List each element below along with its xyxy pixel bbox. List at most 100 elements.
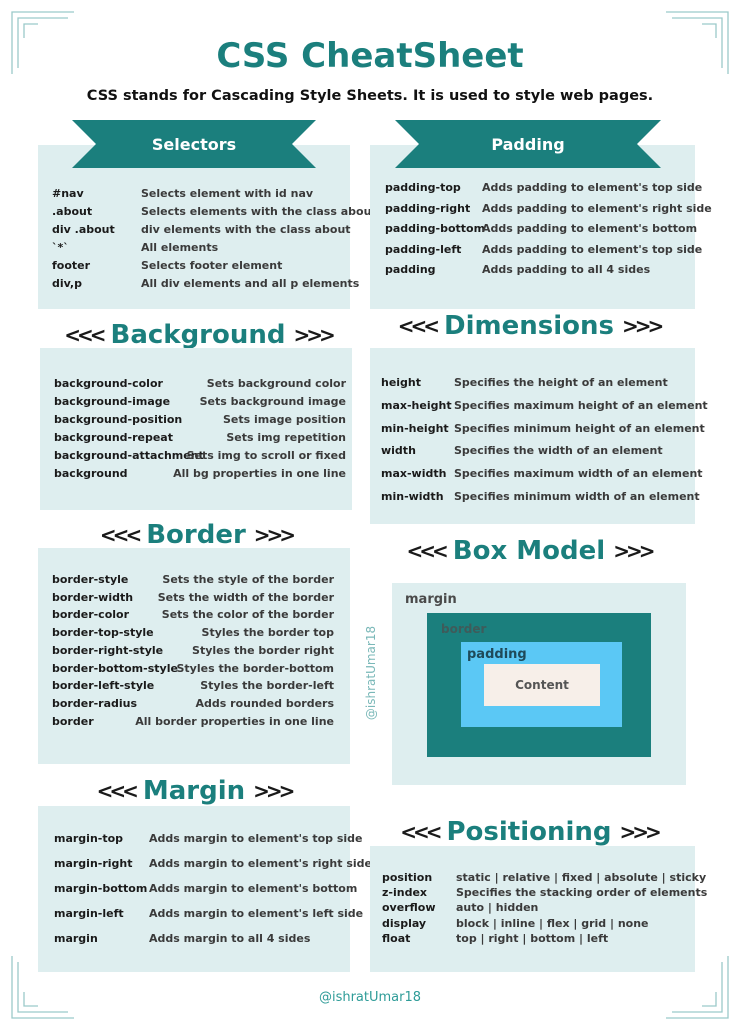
chevrons-left-icon: <<< <box>406 539 449 563</box>
background-description: Sets image position <box>222 413 346 426</box>
selectors-row: div,p All div elements and all p elements <box>52 277 359 291</box>
border-property: border-top-style <box>52 626 154 640</box>
background-description: Sets img repetition <box>226 431 346 444</box>
padding-description: Adds padding to element's top side <box>482 242 703 256</box>
positioning-row: display block | inline | flex | grid | no… <box>382 917 687 931</box>
selectors-property: div,p <box>52 277 82 290</box>
margin-row: margin Adds margin to all 4 sides <box>54 932 346 946</box>
dimensions-row: min-height Specifies minimum height of an… <box>381 421 705 436</box>
chevrons-right-icon: >>> <box>613 539 655 563</box>
page-subtitle: CSS stands for Cascading Style Sheets. I… <box>86 88 654 104</box>
selectors-row: footer Selects footer element <box>52 259 344 273</box>
background-panel <box>40 348 352 510</box>
chevrons-left-icon: <<< <box>99 523 142 547</box>
padding-description: Adds padding to element's right side <box>482 201 712 215</box>
padding-description: Adds padding to element's top side <box>482 181 703 194</box>
background-description: All bg properties in one line <box>173 467 346 480</box>
border-property: border-left-style <box>52 679 155 693</box>
margin-heading-row: <<< Margin >>> <box>38 772 350 810</box>
dimensions-description: Specifies the width of an element <box>454 444 663 458</box>
padding-row: padding-left Adds padding to element's to… <box>385 243 702 257</box>
dimensions-property: width <box>381 444 416 458</box>
margin-row: margin-left Adds margin to element's left… <box>54 907 363 921</box>
background-heading-row: <<< Background >>> <box>40 316 356 354</box>
margin-row: margin-bottom Adds margin to element's bo… <box>54 882 357 896</box>
dimensions-description: Specifies minimum height of an element <box>454 421 705 435</box>
selectors-row: .about Selects elements with the class ab… <box>52 205 377 219</box>
padding-row: padding-top Adds padding to element's top… <box>385 181 702 195</box>
dimensions-heading: Dimensions <box>444 311 614 341</box>
border-description: Styles the border right <box>192 643 334 657</box>
margin-description: Adds margin to all 4 sides <box>149 932 311 945</box>
chevrons-right-icon: >>> <box>621 314 664 338</box>
box-model-border-label: border <box>441 622 487 636</box>
selectors-row: `*` All elements <box>52 241 344 255</box>
positioning-description: static | relative | fixed | absolute | s… <box>456 871 707 884</box>
border-property: border-style <box>52 573 129 586</box>
padding-row: padding Adds padding to all 4 sides <box>385 263 690 277</box>
background-property: background-attachment <box>54 449 204 462</box>
chevrons-right-icon: >>> <box>293 323 336 347</box>
padding-ribbon: Padding <box>395 120 661 168</box>
margin-property: margin-right <box>54 857 133 870</box>
border-property: border-bottom-style <box>52 661 178 675</box>
padding-row: padding-right Adds padding to element's r… <box>385 202 712 216</box>
box-model-heading-row: <<< Box Model >>> <box>370 532 688 570</box>
selectors-property: #nav <box>52 187 84 200</box>
margin-description: Adds margin to element's bottom <box>149 882 358 895</box>
positioning-heading-row: <<< Positioning >>> <box>370 813 688 851</box>
dimensions-property: max-height <box>381 398 452 412</box>
padding-description: Adds padding to element's bottom <box>482 222 698 235</box>
border-row: border-right-style Styles the border righ… <box>52 644 334 658</box>
watermark-text: @ishratUmar18 <box>364 625 378 721</box>
dimensions-property: min-height <box>381 421 449 435</box>
dimensions-property: height <box>381 376 422 389</box>
chevrons-left-icon: <<< <box>64 323 106 347</box>
border-property: border <box>52 714 94 728</box>
chevrons-right-icon: >>> <box>619 820 662 844</box>
selectors-row: div .about div elements with the class ab… <box>52 223 351 237</box>
dimensions-description: Specifies the height of an element <box>454 376 668 389</box>
border-panel <box>38 548 350 764</box>
margin-description: Adds margin to element's top side <box>149 832 363 845</box>
dimensions-description: Specifies minimum width of an element <box>454 490 700 503</box>
margin-description: Adds margin to element's right side <box>149 857 372 870</box>
box-model-padding-label: padding <box>467 647 527 662</box>
margin-description: Adds margin to element's left side <box>149 907 364 920</box>
selectors-row: #nav Selects element with id nav <box>52 187 344 201</box>
padding-heading: Padding <box>491 134 565 154</box>
border-property: border-width <box>52 590 134 604</box>
border-row: border-top-style Styles the border top <box>52 626 334 640</box>
selectors-description: Selects element with id nav <box>141 187 314 200</box>
selectors-heading: Selectors <box>151 134 237 154</box>
background-property: background-repeat <box>54 431 173 444</box>
border-row: border-left-style Styles the border-left <box>52 679 334 693</box>
dimensions-row: height Specifies the height of an element <box>381 376 686 390</box>
selectors-panel <box>38 145 350 309</box>
padding-property: padding-bottom <box>385 222 486 235</box>
background-description: Sets background color <box>206 377 346 390</box>
positioning-row: float top | right | bottom | left <box>382 932 687 946</box>
positioning-property: display <box>382 916 427 930</box>
border-description: All border properties in one line <box>135 714 334 728</box>
background-row: background-position Sets image position <box>54 413 346 427</box>
selectors-description: Selects footer element <box>141 259 283 272</box>
background-property: background <box>54 467 128 480</box>
dimensions-property: min-width <box>381 490 444 503</box>
footer-handle: @ishratUmar18 <box>318 990 422 1005</box>
border-description: Sets the width of the border <box>157 590 334 604</box>
dimensions-panel <box>370 348 695 524</box>
vertical-watermark: @ishratUmar18 <box>358 620 382 730</box>
background-description: Sets background image <box>199 395 346 408</box>
dimensions-description: Specifies maximum width of an element <box>454 467 703 481</box>
positioning-property: float <box>382 931 411 945</box>
corner-ornament-bottom-left <box>8 952 78 1022</box>
background-description: Sets img to scroll or fixed <box>186 449 346 462</box>
selectors-description: div elements with the class about <box>141 223 351 236</box>
border-row: border-width Sets the width of the border <box>52 591 334 605</box>
dimensions-row: min-width Specifies minimum width of an e… <box>381 490 700 504</box>
border-description: Styles the border-left <box>200 679 334 693</box>
box-model-heading: Box Model <box>452 536 606 566</box>
selectors-description: All div elements and all p elements <box>141 277 360 290</box>
selectors-property: .about <box>52 205 93 218</box>
